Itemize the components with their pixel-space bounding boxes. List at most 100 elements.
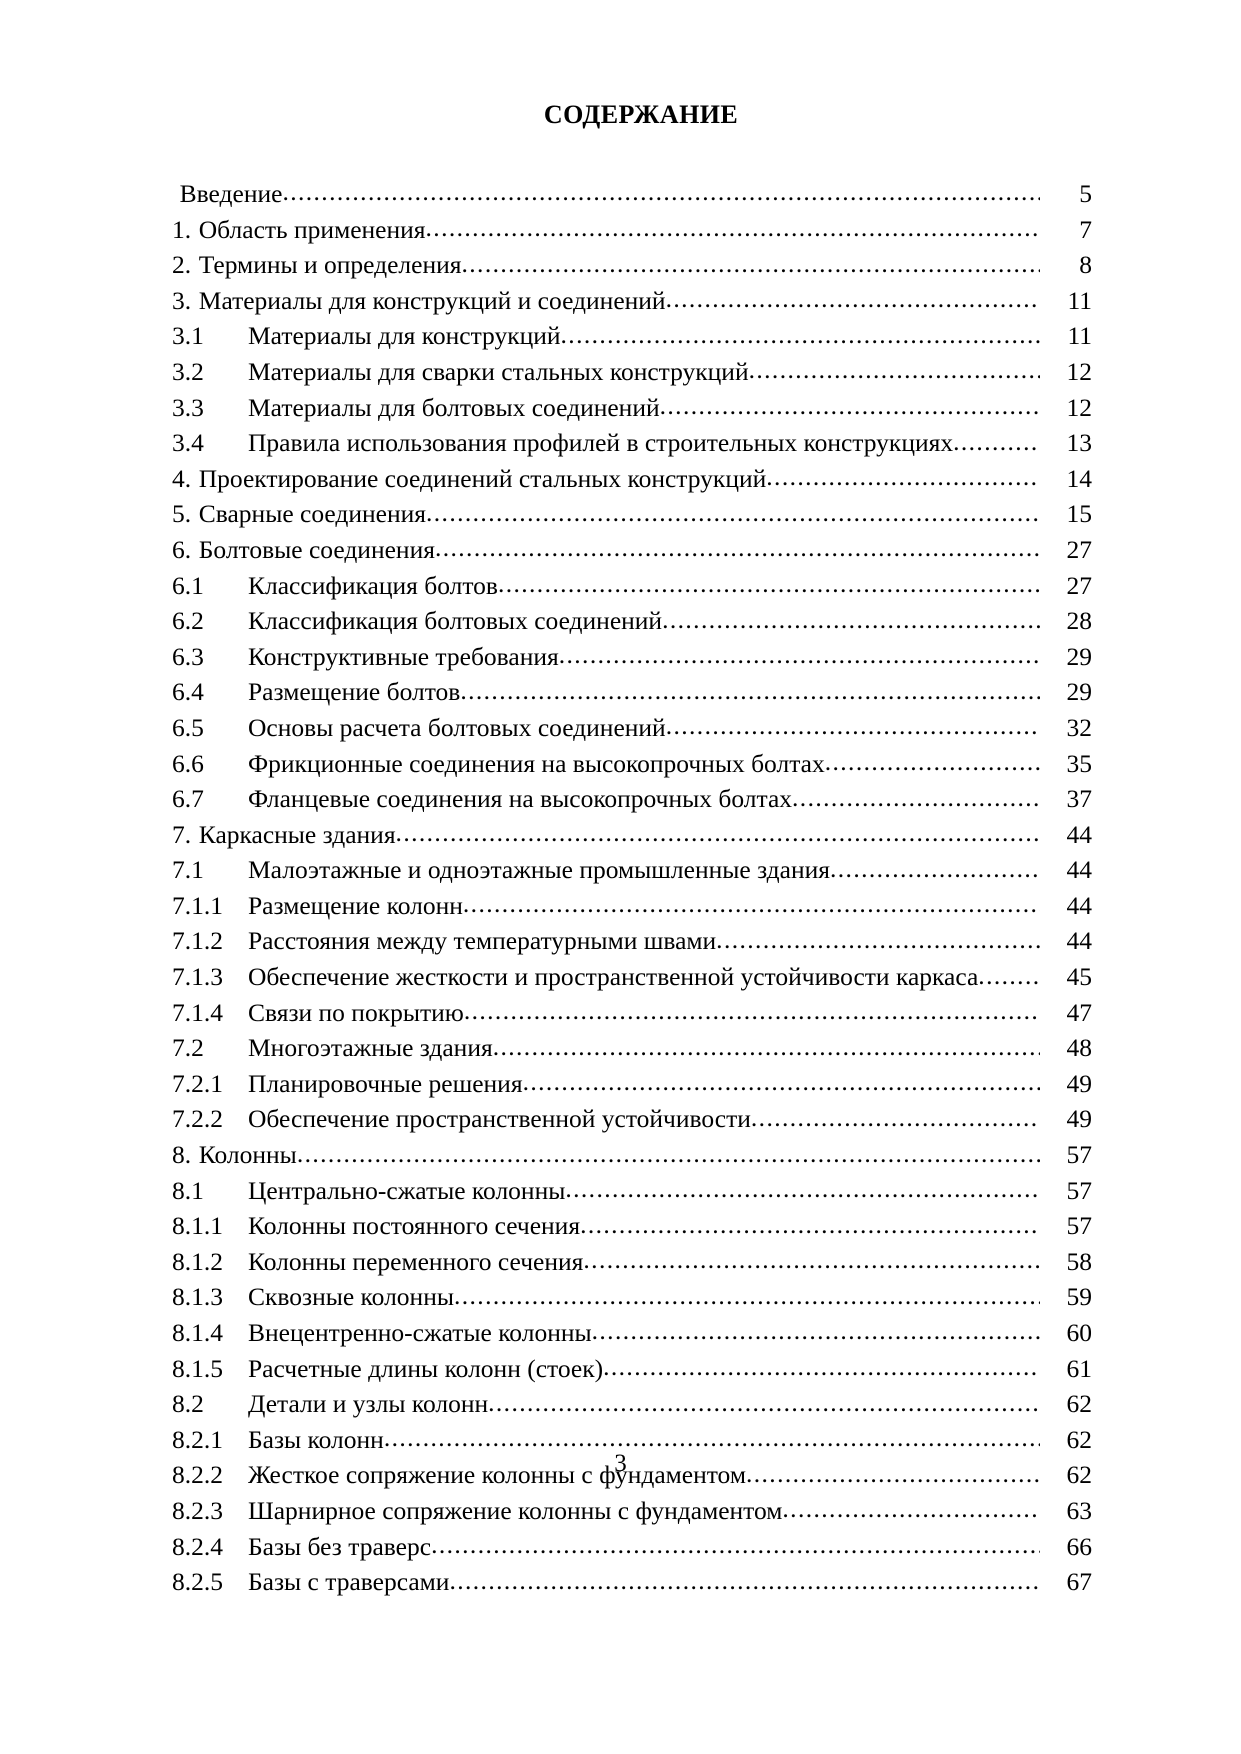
toc-entry[interactable]: 7.2.2 Обеспечение пространственной устойч… <box>172 1101 1092 1137</box>
toc-entry[interactable]: 3.3 Материалы для болтовых соединений 12 <box>172 390 1092 426</box>
toc-entry-number: 8.2.5 <box>172 1567 223 1597</box>
toc-entry-number: 5. <box>172 499 192 529</box>
toc-leader-dots <box>792 780 1040 816</box>
toc-entry-label: Связи по покрытию <box>248 997 464 1027</box>
toc-entry[interactable]: 3.2 Материалы для сварки стальных констру… <box>172 354 1092 390</box>
toc-entry-number: 7.1 <box>172 855 204 885</box>
toc-entry[interactable]: 8.1.3 Сквозные колонны 59 <box>172 1279 1092 1315</box>
toc-entry-page-number: 60 <box>1066 1318 1093 1347</box>
toc-entry[interactable]: 6.3 Конструктивные требования 29 <box>172 639 1092 675</box>
toc-entry[interactable]: 3.1 Материалы для конструкций 11 <box>172 318 1092 354</box>
toc-entry[interactable]: 8.1 Центрально-сжатые колонны 57 <box>172 1173 1092 1209</box>
toc-entry[interactable]: 8.1.1 Колонны постоянного сечения 57 <box>172 1208 1092 1244</box>
toc-entry[interactable]: 8.1.5 Расчетные длины колонн (стоек) 61 <box>172 1351 1092 1387</box>
toc-entry-page-number: 35 <box>1066 748 1093 778</box>
toc-entry[interactable]: 6.4 Размещение болтов 29 <box>172 674 1092 710</box>
toc-entry-number: 7.2.2 <box>172 1104 223 1134</box>
toc-entry-number: 8.1.2 <box>172 1246 223 1276</box>
toc-leader-dots <box>454 1278 1040 1314</box>
toc-entry[interactable]: 8.1.4 Внецентренно-сжатые колонны 60 <box>172 1315 1092 1351</box>
toc-entry-label: Жесткое сопряжение колонны с фундаментом <box>248 1460 746 1490</box>
toc-entry-label: Термины и определения <box>198 250 462 280</box>
toc-entry-page-number: 32 <box>1066 712 1093 742</box>
toc-entry-number: 8.2 <box>172 1389 204 1419</box>
toc-entry-number: 2. <box>172 250 192 280</box>
toc-entry[interactable]: 7.1 Малоэтажные и одноэтажные промышленны… <box>172 852 1092 888</box>
toc-leader-dots <box>523 1064 1040 1100</box>
toc-entry[interactable]: 4. Проектирование соединений стальных кон… <box>172 461 1092 497</box>
toc-entry[interactable]: 8.2 Детали и узлы колонн 62 <box>172 1386 1092 1422</box>
toc-entry-page-number: 5 <box>1079 179 1092 208</box>
toc-entry[interactable]: 6.2 Классификация болтовых соединений 28 <box>172 603 1092 639</box>
toc-entry[interactable]: 7.2.1 Планировочные решения 49 <box>172 1066 1092 1102</box>
toc-entry[interactable]: 7.1.4 Связи по покрытию 47 <box>172 995 1092 1031</box>
toc-entry[interactable]: 7.1.3 Обеспечение жесткости и пространств… <box>172 959 1092 995</box>
toc-entry[interactable]: 5.Сварные соединения 15 <box>172 496 1092 532</box>
toc-entry-number: 7. <box>172 819 192 849</box>
toc-entry-number: 7.1.3 <box>172 962 223 992</box>
toc-entry-label: Фланцевые соединения на высокопрочных бо… <box>248 784 793 814</box>
toc-entry-page-number: 45 <box>1066 962 1093 992</box>
toc-leader-dots <box>282 174 1040 210</box>
toc-entry-page-number: 49 <box>1066 1068 1093 1098</box>
toc-entry-label: Материалы для болтовых соединений <box>248 392 660 422</box>
toc-entry-label: Колонны переменного сечения <box>248 1246 584 1276</box>
toc-entry[interactable]: 6.6 Фрикционные соединения на высокопрочн… <box>172 746 1092 782</box>
toc-entry-number: 6.4 <box>172 677 204 707</box>
toc-entry[interactable]: 3.4 Правила использования профилей в стро… <box>172 425 1092 461</box>
toc-entry[interactable]: 7.1.1 Размещение колонн 44 <box>172 888 1092 924</box>
toc-entry[interactable]: 6.5 Основы расчета болтовых соединений 32 <box>172 710 1092 746</box>
toc-entry-label: Многоэтажные здания <box>248 1033 493 1063</box>
toc-entry-page-number: 29 <box>1066 677 1093 707</box>
toc-entry[interactable]: 8.Колонны 57 <box>172 1137 1092 1173</box>
toc-entry-label: Проектирование соединений стальных конст… <box>198 463 767 493</box>
toc-entry-label: Сквозные колонны <box>248 1282 454 1312</box>
toc-entry-page-number: 62 <box>1066 1424 1093 1454</box>
toc-entry[interactable]: 8.2.3 Шарнирное сопряжение колонны с фунд… <box>172 1493 1092 1529</box>
toc-entry-label: Материалы для сварки стальных конструкци… <box>248 356 749 386</box>
toc-entry[interactable]: Введение 5 <box>172 176 1092 212</box>
toc-entry[interactable]: 7.Каркасные здания 44 <box>172 817 1092 853</box>
toc-entry-label: Колонны постоянного сечения <box>248 1211 581 1241</box>
toc-entry[interactable]: 8.2.5 Базы с траверсами 67 <box>172 1564 1092 1600</box>
toc-entry-label: Расстояния между температурными швами <box>248 926 717 956</box>
toc-entry-number: 8.1 <box>172 1175 204 1205</box>
toc-entry-label: Размещение болтов <box>248 677 461 707</box>
toc-entry[interactable]: 6.1 Классификация болтов 27 <box>172 568 1092 604</box>
toc-leader-dots <box>498 566 1040 602</box>
toc-entry[interactable]: 6.Болтовые соединения 27 <box>172 532 1092 568</box>
toc-entry[interactable]: 8.2.4 Базы без траверс 66 <box>172 1529 1092 1565</box>
toc-entry[interactable]: 3. Материалы для конструкций и соединений… <box>172 283 1092 319</box>
toc-entry-number: 7.2.1 <box>172 1068 223 1098</box>
toc-entry-label: Основы расчета болтовых соединений <box>248 712 666 742</box>
toc-entry[interactable]: 8.2.1 Базы колонн 62 <box>172 1422 1092 1458</box>
toc-entry-page-number: 66 <box>1066 1531 1093 1561</box>
toc-leader-dots <box>462 246 1041 282</box>
toc-entry[interactable]: 6.7 Фланцевые соединения на высокопрочных… <box>172 781 1092 817</box>
toc-entry-number: 3.1 <box>172 321 204 351</box>
toc-entry-number: 6.7 <box>172 784 204 814</box>
toc-entry-page-number: 37 <box>1066 784 1093 814</box>
toc-entry-page-number: 63 <box>1066 1495 1093 1525</box>
toc-entry-label: Шарнирное сопряжение колонны с фундамент… <box>248 1495 783 1525</box>
toc-entry[interactable]: 8.1.2 Колонны переменного сечения 58 <box>172 1244 1092 1280</box>
toc-entry-label: Внецентренно-сжатые колонны <box>248 1318 592 1347</box>
page-number-footer: 3 <box>614 1450 627 1477</box>
toc-entry-number: 8.1.3 <box>172 1282 223 1312</box>
toc-entry-label: Болтовые соединения <box>198 534 435 564</box>
toc-entry-label: Обеспечение пространственной устойчивост… <box>248 1104 751 1134</box>
toc-entry-page-number: 11 <box>1067 321 1092 351</box>
toc-entry-page-number: 62 <box>1066 1389 1093 1419</box>
toc-entry-page-number: 27 <box>1066 570 1093 600</box>
toc-entry[interactable]: 7.1.2 Расстояния между температурными шва… <box>172 923 1092 959</box>
toc-entry-label: Классификация болтов <box>248 570 498 600</box>
toc-entry[interactable]: 7.2 Многоэтажные здания 48 <box>172 1030 1092 1066</box>
toc-entry-number: 3.2 <box>172 356 204 386</box>
toc-entry[interactable]: 1.Область применения 7 <box>172 212 1092 248</box>
toc-entry[interactable]: 2.Термины и определения 8 <box>172 247 1092 283</box>
toc-leader-dots <box>463 886 1040 922</box>
toc-entry[interactable]: 8.2.2 Жесткое сопряжение колонны с фундам… <box>172 1457 1092 1493</box>
toc-leader-dots <box>493 1029 1040 1065</box>
toc-entry-page-number: 28 <box>1066 606 1093 636</box>
